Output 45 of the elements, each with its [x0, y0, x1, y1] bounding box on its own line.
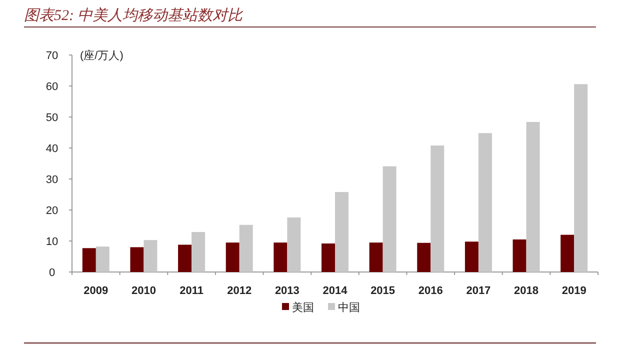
bar — [322, 243, 335, 272]
y-tick-label: 30 — [46, 174, 58, 186]
bar — [226, 242, 240, 272]
chart-title: 图表52: 中美人均移动基站数对比 — [24, 7, 244, 24]
bar — [369, 242, 383, 272]
x-tick-label: 2019 — [562, 285, 586, 297]
legend-label: 美国 — [292, 301, 314, 314]
x-tick-label: 2010 — [131, 285, 156, 297]
bar — [464, 242, 478, 272]
x-tick-label: 2014 — [322, 285, 348, 297]
bar — [512, 239, 526, 272]
bar — [274, 242, 288, 272]
bar — [130, 247, 144, 272]
y-tick-label: 70 — [46, 50, 58, 62]
bar — [417, 242, 431, 272]
bar — [144, 240, 158, 272]
bar — [574, 84, 588, 272]
bar — [178, 244, 192, 272]
y-tick-label: 10 — [46, 236, 58, 248]
bar — [239, 224, 253, 272]
x-tick-label: 2013 — [274, 285, 300, 297]
x-tick-label: 2012 — [227, 285, 252, 297]
x-tick-label: 2017 — [466, 285, 491, 297]
bar — [82, 248, 96, 272]
bar — [96, 246, 110, 272]
y-tick-label: 60 — [46, 81, 58, 93]
y-axis-title: (座/万人) — [80, 49, 124, 62]
x-tick-label: 2018 — [514, 285, 539, 297]
bar — [335, 192, 348, 272]
x-tick-label: 2011 — [180, 285, 204, 297]
y-tick-label: 0 — [48, 267, 56, 279]
legend-label: 中国 — [338, 301, 360, 314]
bar — [560, 234, 574, 272]
x-tick-label: 2015 — [370, 285, 396, 297]
y-tick-label: 20 — [46, 205, 58, 217]
x-tick-label: 2009 — [84, 285, 108, 297]
y-tick-label: 50 — [46, 112, 58, 124]
bar — [478, 133, 492, 272]
y-tick-label: 40 — [46, 143, 58, 155]
bar — [430, 146, 444, 272]
bar — [526, 122, 540, 272]
bar — [382, 166, 396, 272]
bar — [192, 232, 206, 272]
x-tick-label: 2016 — [418, 285, 443, 297]
bar — [287, 217, 301, 272]
